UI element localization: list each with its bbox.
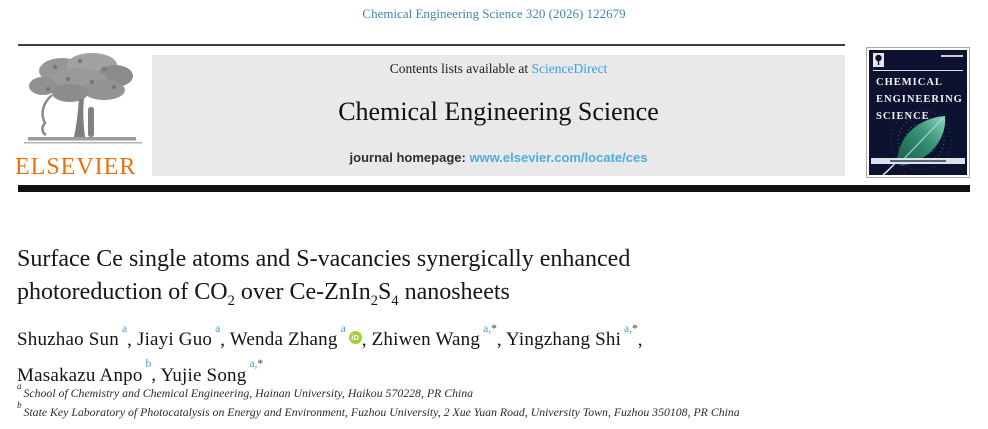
elsevier-tree-icon — [24, 53, 142, 144]
affiliation: a School of Chemistry and Chemical Engine… — [17, 381, 474, 400]
article-title: Surface Ce single atoms and S-vacancies … — [17, 243, 777, 309]
author-list: Shuzhao Suna, Jiayi Guoa, Wenda ZhangaiD… — [17, 323, 643, 386]
journal-homepage-link[interactable]: www.elsevier.com/locate/ces — [469, 150, 648, 165]
author: Masakazu Anpob — [17, 358, 152, 386]
homepage-line: journal homepage: www.elsevier.com/locat… — [152, 150, 845, 165]
author-affiliation-mark: a,* — [624, 323, 638, 335]
author-affiliation-mark: b — [145, 358, 152, 371]
author: Zhiwen Wanga,* — [371, 323, 497, 351]
author-affiliation-mark: a,* — [483, 323, 497, 335]
header-divider-bar — [18, 185, 970, 192]
cover-issn-text — [941, 55, 963, 57]
journal-cover-thumbnail[interactable]: CHEMICAL ENGINEERING SCIENCE — [866, 47, 970, 178]
cover-elsevier-tree-icon — [873, 53, 884, 67]
orcid-icon[interactable]: iD — [348, 331, 362, 345]
homepage-prefix: journal homepage: — [349, 150, 470, 165]
author: Jiayi Guoa — [136, 323, 221, 351]
affiliation: b State Key Laboratory of Photocatalysis … — [17, 400, 740, 420]
cover-rule — [873, 70, 963, 71]
author: Wenda ZhangaiD — [230, 323, 362, 350]
cover-footer-band — [871, 158, 965, 164]
affiliation-list: a School of Chemistry and Chemical Engine… — [17, 381, 957, 421]
contents-line: Contents lists available at ScienceDirec… — [152, 61, 845, 77]
article-title-line: Surface Ce single atoms and S-vacancies … — [17, 246, 631, 272]
journal-title: Chemical Engineering Science — [338, 97, 659, 126]
journal-cover-art: CHEMICAL ENGINEERING SCIENCE — [869, 50, 967, 175]
cover-leaf-graphic — [882, 110, 952, 175]
author-affiliation-mark: a — [215, 323, 221, 335]
sciencedirect-link[interactable]: ScienceDirect — [531, 61, 608, 76]
author-affiliation-mark: a — [340, 323, 346, 335]
author-affiliation-mark: a,* — [249, 358, 264, 371]
header-top-rule — [18, 44, 845, 46]
contents-prefix: Contents lists available at — [389, 61, 532, 76]
author: Yingzhang Shia,* — [506, 323, 638, 351]
author: Shuzhao Suna — [17, 323, 128, 351]
article-title-line: photoreduction of CO2 over Ce-ZnIn2S4 na… — [17, 279, 510, 309]
journal-masthead: Contents lists available at ScienceDirec… — [152, 55, 845, 176]
author-affiliation-mark: a — [121, 323, 128, 335]
journal-citation-header: Chemical Engineering Science 320 (2026) … — [362, 6, 626, 21]
elsevier-wordmark: ELSEVIER — [15, 154, 137, 180]
cover-footer-text — [889, 160, 947, 162]
author: Yujie Songa,* — [160, 358, 264, 386]
cover-title: CHEMICAL ENGINEERING SCIENCE — [876, 77, 963, 122]
